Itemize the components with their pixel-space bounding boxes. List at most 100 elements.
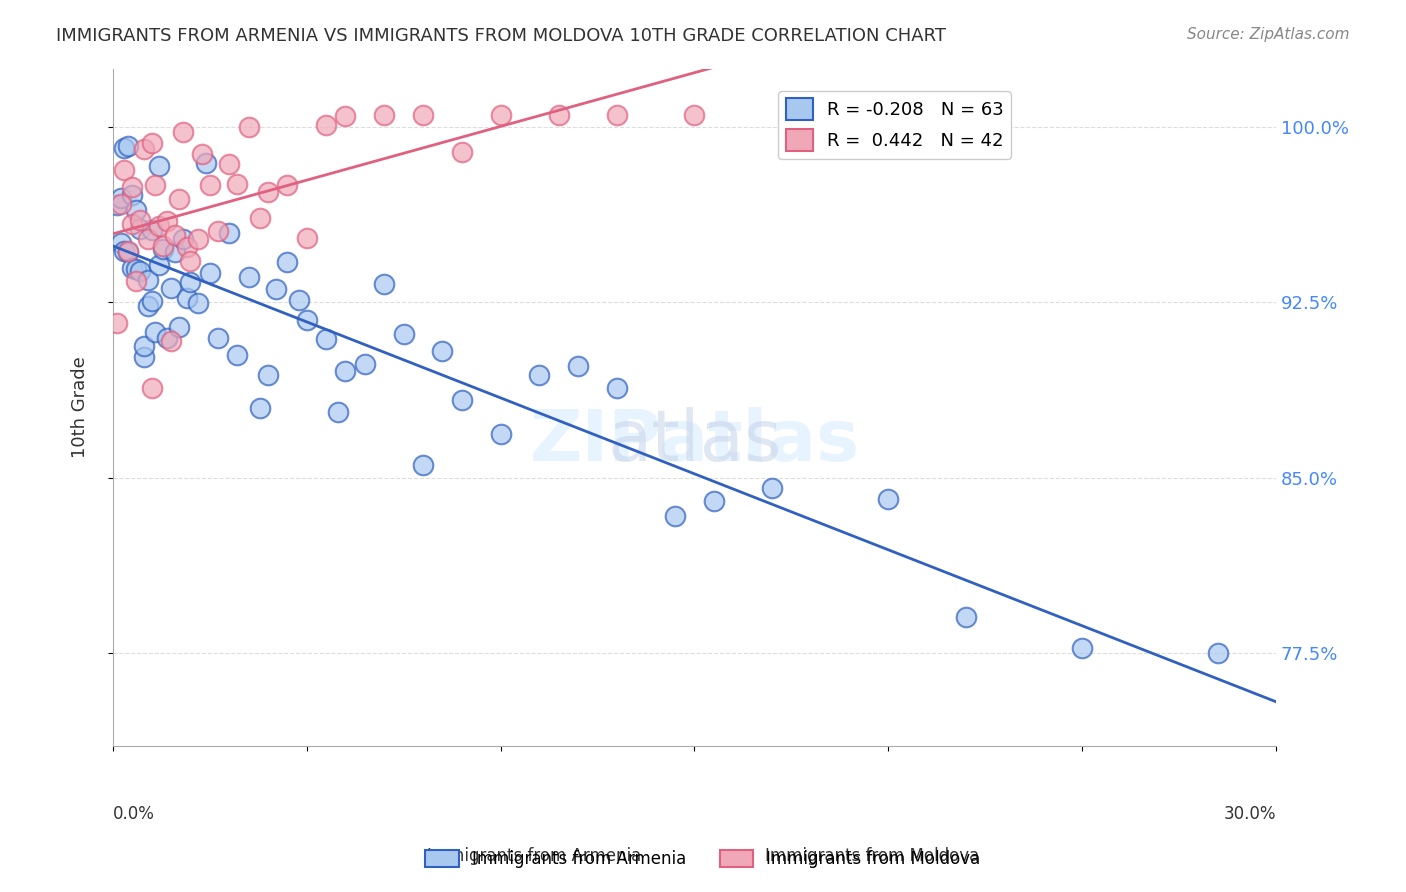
Point: [141, 223, 163, 237]
Text: Immigrants from Armenia: Immigrants from Armenia: [427, 847, 641, 865]
Point: [132, 350, 155, 364]
Point: [117, 244, 139, 259]
Point: [955, 609, 977, 624]
Point: [125, 274, 148, 288]
Point: [683, 108, 706, 122]
Point: [129, 213, 152, 227]
Point: [264, 282, 287, 296]
Point: [257, 185, 280, 199]
Point: [1071, 641, 1094, 656]
Point: [117, 245, 139, 260]
Point: [121, 188, 143, 202]
Point: [136, 232, 159, 246]
Point: [226, 177, 249, 191]
Point: [606, 108, 628, 122]
Point: [179, 275, 201, 289]
Text: atlas: atlas: [607, 407, 782, 475]
Point: [335, 364, 357, 378]
Point: [114, 244, 136, 258]
Point: [249, 211, 271, 225]
Point: [218, 226, 240, 240]
Point: [187, 232, 209, 246]
Point: [373, 108, 395, 122]
Point: [238, 269, 260, 284]
Point: [141, 136, 163, 151]
Point: [110, 190, 132, 204]
Point: [172, 232, 194, 246]
Point: [238, 120, 260, 134]
Text: IMMIGRANTS FROM ARMENIA VS IMMIGRANTS FROM MOLDOVA 10TH GRADE CORRELATION CHART: IMMIGRANTS FROM ARMENIA VS IMMIGRANTS FR…: [56, 27, 946, 45]
Point: [207, 331, 229, 345]
Point: [156, 214, 179, 228]
Point: [326, 405, 349, 419]
Point: [105, 316, 128, 330]
Point: [315, 118, 337, 132]
Point: [1206, 646, 1229, 660]
Point: [354, 357, 377, 371]
Point: [412, 458, 434, 472]
Point: [226, 348, 249, 362]
Point: [432, 343, 454, 358]
Point: [163, 244, 186, 259]
Point: [145, 326, 167, 340]
Point: [114, 141, 136, 155]
Text: 30.0%: 30.0%: [1223, 805, 1277, 822]
Point: [606, 381, 628, 395]
Point: [145, 178, 167, 192]
Point: [172, 125, 194, 139]
Point: [412, 108, 434, 122]
Point: [121, 217, 143, 231]
Point: [207, 224, 229, 238]
Point: [288, 293, 311, 307]
Point: [335, 109, 357, 123]
Point: [141, 381, 163, 395]
Point: [156, 331, 179, 345]
Point: [179, 254, 201, 268]
Point: [160, 281, 183, 295]
Point: [114, 163, 136, 178]
Y-axis label: 10th Grade: 10th Grade: [72, 357, 89, 458]
Point: [877, 492, 900, 507]
Point: [489, 108, 512, 122]
Point: [315, 332, 337, 346]
Point: [392, 326, 415, 341]
Point: [167, 319, 190, 334]
Text: 0.0%: 0.0%: [112, 805, 155, 822]
Point: [148, 258, 170, 272]
Point: [176, 291, 198, 305]
Legend: R = -0.208   N = 63, R =  0.442   N = 42: R = -0.208 N = 63, R = 0.442 N = 42: [779, 91, 1011, 159]
Point: [110, 236, 132, 251]
Point: [295, 230, 318, 244]
Point: [125, 203, 148, 218]
Point: [117, 139, 139, 153]
Point: [187, 296, 209, 310]
Point: [105, 197, 128, 211]
Point: [121, 260, 143, 275]
Point: [132, 339, 155, 353]
Point: [148, 219, 170, 233]
Point: [136, 272, 159, 286]
Point: [176, 239, 198, 253]
Point: [194, 155, 217, 169]
Point: [198, 178, 221, 192]
Point: [529, 368, 551, 382]
Point: [276, 255, 298, 269]
Point: [257, 368, 280, 382]
Point: [160, 334, 183, 348]
Point: [198, 267, 221, 281]
Point: [152, 242, 174, 256]
Point: [148, 159, 170, 173]
Point: [129, 222, 152, 236]
Point: [450, 393, 472, 408]
Point: [136, 299, 159, 313]
Point: [276, 178, 298, 193]
Point: [450, 145, 472, 160]
Point: [703, 494, 725, 508]
Legend: Immigrants from Armenia, Immigrants from Moldova: Immigrants from Armenia, Immigrants from…: [419, 843, 987, 875]
Point: [373, 277, 395, 291]
Point: [191, 147, 214, 161]
Point: [218, 156, 240, 170]
Point: [141, 294, 163, 309]
Point: [761, 481, 783, 495]
Point: [547, 108, 569, 122]
